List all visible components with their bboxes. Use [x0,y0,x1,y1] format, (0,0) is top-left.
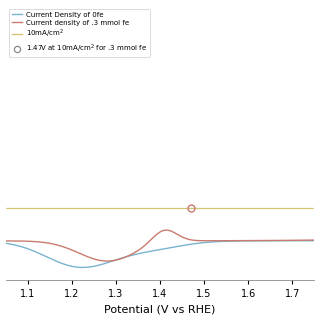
X-axis label: Potential (V vs RHE): Potential (V vs RHE) [104,304,216,315]
Legend: Current Density of 0fe, Current density of .3 mmol fe, 10mA/cm$^2$, 1.47V at 10m: Current Density of 0fe, Current density … [9,9,150,57]
